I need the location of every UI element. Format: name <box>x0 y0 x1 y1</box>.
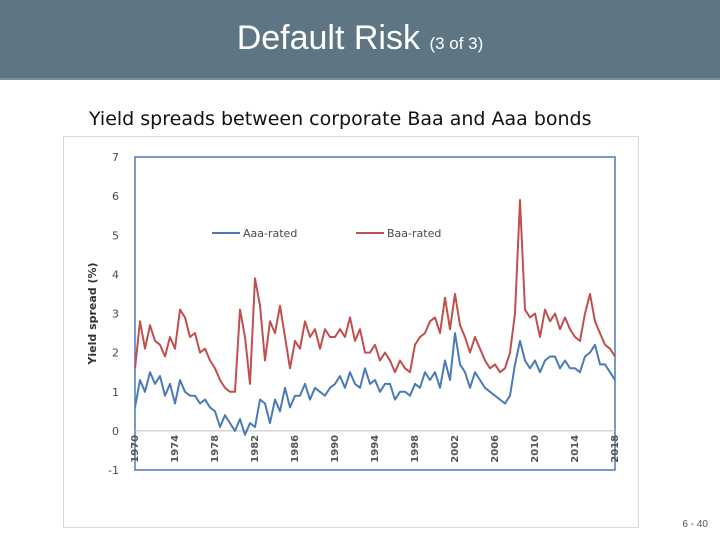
x-tick-label-10: 2010 <box>530 435 541 463</box>
x-tick-label-1: 1974 <box>170 435 181 463</box>
x-tick-label-2: 1978 <box>210 435 221 463</box>
y-tick-label-5: 2 <box>112 347 119 360</box>
yield-spread-chart: 7 6 5 4 3 2 1 0 -1 1970 1974 1978 1982 1986 1990 1994 19… <box>86 151 621 477</box>
slide-title-main: Default Risk <box>236 19 420 57</box>
slide-subtitle: Yield spreads between corporate Baa and … <box>89 108 592 130</box>
x-tick-label-6: 1994 <box>370 435 381 463</box>
x-tick-label-0: 1970 <box>130 435 141 463</box>
page-number: 6 - 40 <box>682 519 708 530</box>
y-tick-label-8: -1 <box>108 464 119 477</box>
x-tick-label-3: 1982 <box>250 435 261 463</box>
y-tick-label-0: 7 <box>112 151 119 164</box>
series-line-aaa <box>134 332 616 436</box>
y-tick-label-6: 1 <box>112 386 119 399</box>
slide-title: Default Risk (3 of 3) <box>0 18 720 64</box>
y-tick-label-3: 4 <box>112 268 119 281</box>
plot-area-border <box>134 156 616 471</box>
x-tick-label-8: 2002 <box>450 435 461 463</box>
x-tick-label-7: 1998 <box>410 435 421 463</box>
slide-title-sub: (3 of 3) <box>429 34 484 53</box>
y-tick-label-1: 6 <box>112 190 119 203</box>
y-tick-label-4: 3 <box>112 308 119 321</box>
x-tick-label-4: 1986 <box>290 435 301 463</box>
chart-frame: 7 6 5 4 3 2 1 0 -1 1970 1974 1978 1982 1986 1990 1994 19… <box>63 136 639 528</box>
series-line-baa <box>134 199 616 393</box>
x-tick-label-11: 2014 <box>570 435 581 463</box>
x-tick-label-9: 2006 <box>490 435 501 463</box>
title-bar: Default Risk (3 of 3) <box>0 0 720 80</box>
legend-label-1: Baa-rated <box>387 227 441 240</box>
y-tick-label-2: 5 <box>112 229 119 242</box>
x-tick-label-5: 1990 <box>330 435 341 463</box>
y-axis-title: Yield spread (%) <box>86 262 99 365</box>
x-tick-label-12: 2018 <box>610 435 621 463</box>
y-tick-label-7: 0 <box>112 425 119 438</box>
legend-label-0: Aaa-rated <box>243 227 297 240</box>
